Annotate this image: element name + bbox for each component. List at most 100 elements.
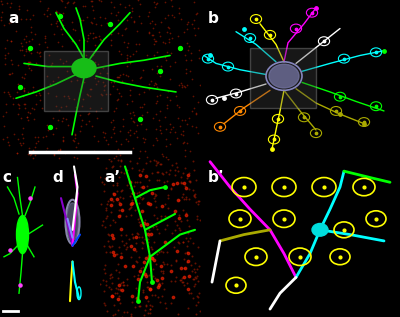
Point [186, 115, 192, 120]
Point [179, 279, 185, 284]
Point [1, 23, 8, 28]
Point [56, 108, 62, 113]
Point [174, 165, 181, 170]
Point [275, 116, 281, 121]
Point [139, 104, 145, 109]
Point [186, 291, 193, 296]
Point [139, 290, 146, 295]
Point [191, 269, 198, 275]
Point [79, 48, 86, 53]
Point [152, 292, 158, 297]
Point [108, 287, 114, 292]
Point [152, 39, 159, 44]
Point [176, 10, 182, 16]
Point [120, 196, 126, 201]
Point [106, 233, 112, 238]
Point [188, 263, 194, 268]
Point [104, 149, 110, 154]
Point [152, 205, 159, 210]
Point [110, 253, 117, 258]
Point [179, 194, 186, 199]
Point [168, 126, 174, 132]
Point [143, 294, 149, 299]
Point [337, 112, 343, 117]
Point [168, 0, 174, 3]
Point [2, 52, 8, 57]
Point [180, 239, 187, 244]
Point [179, 180, 185, 185]
Point [133, 197, 139, 202]
Point [171, 173, 178, 178]
Point [193, 311, 199, 316]
Point [63, 117, 69, 122]
Point [241, 26, 247, 31]
Point [147, 287, 153, 292]
Point [110, 199, 117, 204]
Point [172, 227, 178, 232]
Point [94, 156, 100, 161]
Point [95, 156, 101, 161]
Point [123, 63, 130, 68]
Point [88, 87, 94, 92]
Point [110, 117, 116, 122]
Point [123, 150, 130, 155]
Point [149, 255, 156, 260]
Point [172, 167, 178, 172]
Point [8, 38, 14, 43]
Point [188, 268, 195, 274]
Point [124, 168, 130, 173]
Point [188, 22, 195, 27]
Point [118, 141, 124, 146]
Point [182, 57, 189, 62]
Point [174, 222, 180, 227]
Point [150, 33, 156, 38]
Point [132, 259, 139, 264]
Point [0, 113, 6, 118]
Point [133, 235, 139, 240]
Point [60, 11, 66, 16]
Point [170, 15, 177, 20]
Point [65, 123, 71, 128]
Point [143, 222, 150, 227]
Point [143, 280, 150, 285]
Point [194, 10, 200, 15]
Point [163, 57, 170, 62]
Point [114, 252, 120, 257]
Point [71, 138, 78, 143]
Point [74, 77, 80, 82]
Point [337, 254, 343, 259]
Point [122, 213, 129, 218]
Point [127, 61, 133, 66]
Point [165, 192, 171, 197]
Point [22, 102, 28, 107]
Point [153, 177, 160, 182]
Point [164, 12, 171, 17]
Point [191, 277, 198, 282]
Point [132, 129, 139, 134]
Point [281, 216, 287, 221]
Point [164, 262, 170, 267]
Point [104, 214, 110, 219]
Point [76, 128, 83, 133]
Point [104, 202, 110, 207]
Point [68, 78, 74, 83]
Point [124, 282, 130, 288]
Point [361, 184, 367, 190]
Point [111, 303, 117, 308]
Point [149, 25, 156, 30]
Point [110, 126, 116, 131]
Point [136, 168, 142, 173]
Point [137, 213, 143, 218]
Point [181, 197, 188, 202]
Point [117, 202, 124, 207]
Point [162, 239, 168, 244]
Point [24, 8, 30, 13]
Point [108, 280, 115, 285]
Point [102, 283, 109, 288]
Point [20, 140, 26, 145]
Point [167, 98, 173, 103]
Point [194, 213, 201, 218]
Point [46, 53, 52, 58]
Point [83, 121, 90, 126]
Point [131, 246, 137, 251]
